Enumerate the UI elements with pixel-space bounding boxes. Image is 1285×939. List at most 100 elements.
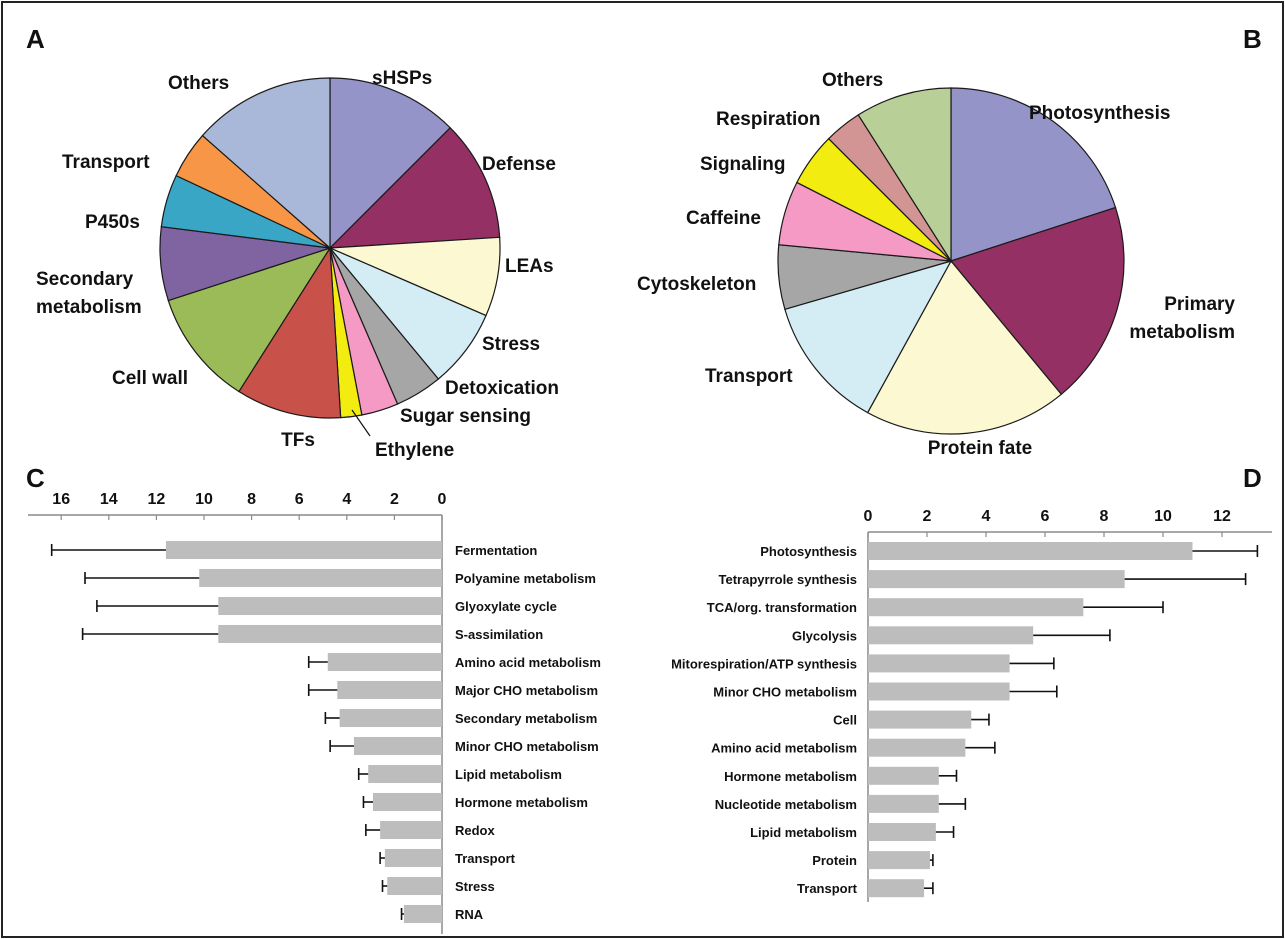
category-label-glycolysis: Glycolysis (792, 628, 857, 643)
bar-s-assimilation (218, 625, 442, 643)
pie-slice-cell-wall (167, 246, 332, 393)
x-tick-label: 0 (864, 508, 873, 525)
category-label-lipid-metabolism: Lipid metabolism (750, 825, 857, 840)
bar-lipid-metabolism (868, 823, 936, 841)
pie-label-others: Others (168, 73, 229, 94)
bar-transport (384, 849, 442, 867)
category-label-fermentation: Fermentation (455, 543, 537, 558)
pie-label-sugar-sensing: Sugar sensing (400, 406, 531, 427)
x-tick-label: 6 (1041, 508, 1050, 525)
bar-tca-org-transformation (868, 598, 1084, 617)
pie-label-leas: LEAs (505, 256, 554, 277)
x-tick-label: 8 (1100, 508, 1109, 525)
bar-amino-acid-metabolism (868, 738, 966, 757)
bar-protein (868, 851, 930, 870)
category-label-transport: Transport (797, 881, 858, 896)
pie-label-detoxication: Detoxication (445, 378, 559, 399)
pie-label-photosynthesis: Photosynthesis (1029, 103, 1170, 124)
pie-leader-line (351, 409, 371, 437)
bar-lipid-metabolism (368, 765, 442, 783)
pie-slice-shsps (329, 77, 452, 250)
x-tick-label: 16 (52, 491, 70, 508)
bar-cell (868, 710, 972, 729)
category-label-secondary-metabolism: Secondary metabolism (455, 711, 597, 726)
bar-chart-d: 0 2 4 6 8 10 12 Photosynthesis Tetrapyrrole synt… (671, 508, 1272, 902)
category-label-glyoxylate-cycle: Glyoxylate cycle (455, 599, 557, 614)
x-tick-label: 0 (438, 491, 447, 508)
pie-label-signaling: Signaling (700, 154, 786, 175)
pie-slice-photosynthesis (950, 87, 1117, 262)
category-label-mitorespiration-atp-synthesis: Mitorespiration/ATP synthesis (671, 656, 857, 671)
bar-tetrapyrrole-synthesis (868, 570, 1125, 589)
panel-letter-d: D (1243, 463, 1262, 493)
pie-label-primary-metabolism: Primary metabolism (1129, 294, 1235, 343)
category-label-minor-cho-metabolism: Minor CHO metabolism (713, 685, 857, 700)
x-tick-label: 10 (195, 491, 213, 508)
pie-label-shsps: sHSPs (372, 68, 432, 89)
bar-hormone-metabolism (868, 766, 939, 785)
bar-nucleotide-metabolism (868, 794, 939, 813)
bar-glycolysis (868, 626, 1034, 645)
x-tick-label: 10 (1154, 508, 1172, 525)
category-label-tetrapyrrole-synthesis: Tetrapyrrole synthesis (719, 572, 857, 587)
panel-letter-b: B (1243, 24, 1262, 54)
bar-polyamine-metabolism (199, 569, 442, 587)
pie-label-secondary-metabolism: Secondary metabolism (36, 269, 142, 318)
pie-label-stress: Stress (482, 334, 540, 355)
x-tick-label: 2 (390, 491, 399, 508)
bar-minor-cho-metabolism (868, 682, 1010, 701)
bar-redox (380, 821, 442, 839)
pie-chart-a: sHSPs Defense LEAs Stress Detoxication Sugar … (36, 68, 559, 461)
panel-letter-c: C (26, 463, 45, 493)
category-label-transport: Transport (455, 851, 516, 866)
pie-label-p450s: P450s (85, 212, 140, 233)
x-tick-label: 14 (100, 491, 118, 508)
category-label-redox: Redox (455, 823, 496, 838)
bar-major-cho-metabolism (337, 681, 442, 699)
pie-label-caffeine: Caffeine (686, 208, 761, 229)
category-label-rna: RNA (455, 907, 484, 922)
category-label-major-cho-metabolism: Major CHO metabolism (455, 683, 598, 698)
category-label-protein: Protein (812, 853, 857, 868)
category-label-nucleotide-metabolism: Nucleotide metabolism (715, 797, 857, 812)
bar-fermentation (165, 541, 443, 559)
bar-glyoxylate-cycle (218, 597, 442, 615)
pie-label-ethylene: Ethylene (375, 440, 454, 461)
pie-slice-transport (784, 260, 953, 414)
x-tick-label: 2 (923, 508, 932, 525)
category-label-hormone-metabolism: Hormone metabolism (724, 769, 857, 784)
bar-secondary-metabolism (339, 709, 442, 727)
category-label-amino-acid-metabolism: Amino acid metabolism (455, 655, 601, 670)
x-tick-label: 12 (148, 491, 166, 508)
pie-slice-tfs (238, 246, 342, 419)
category-label-polyamine-metabolism: Polyamine metabolism (455, 571, 596, 586)
x-tick-label: 4 (982, 508, 991, 525)
bar-rna (403, 905, 442, 923)
bar-photosynthesis (868, 542, 1193, 560)
pie-chart-b: Photosynthesis Primary metabolism Protein f… (637, 70, 1235, 459)
category-label-photosynthesis: Photosynthesis (760, 544, 857, 559)
pie-slice-others (857, 87, 952, 264)
pie-slice-others (201, 77, 331, 250)
category-label-cell: Cell (833, 713, 857, 728)
pie-label-defense: Defense (482, 154, 556, 175)
bar-stress (387, 877, 442, 895)
bar-transport (868, 879, 925, 898)
category-label-stress: Stress (455, 879, 495, 894)
x-tick-label: 8 (247, 491, 256, 508)
pie-label-cell-wall: Cell wall (112, 368, 188, 389)
pie-label-others: Others (822, 70, 883, 91)
x-tick-label: 6 (295, 491, 304, 508)
pie-label-transport: Transport (62, 152, 150, 173)
pie-label-transport: Transport (705, 366, 793, 387)
category-label-lipid-metabolism: Lipid metabolism (455, 767, 562, 782)
bar-chart-c: 16 14 12 10 8 6 4 2 0 Fermentation Polyamine metab… (28, 491, 601, 934)
bar-mitorespiration-atp-synthesis (868, 654, 1010, 673)
panel-letter-a: A (26, 24, 45, 54)
category-label-minor-cho-metabolism: Minor CHO metabolism (455, 739, 599, 754)
bar-amino-acid-metabolism (327, 653, 442, 671)
pie-label-tfs: TFs (281, 430, 315, 451)
category-label-amino-acid-metabolism: Amino acid metabolism (711, 741, 857, 756)
